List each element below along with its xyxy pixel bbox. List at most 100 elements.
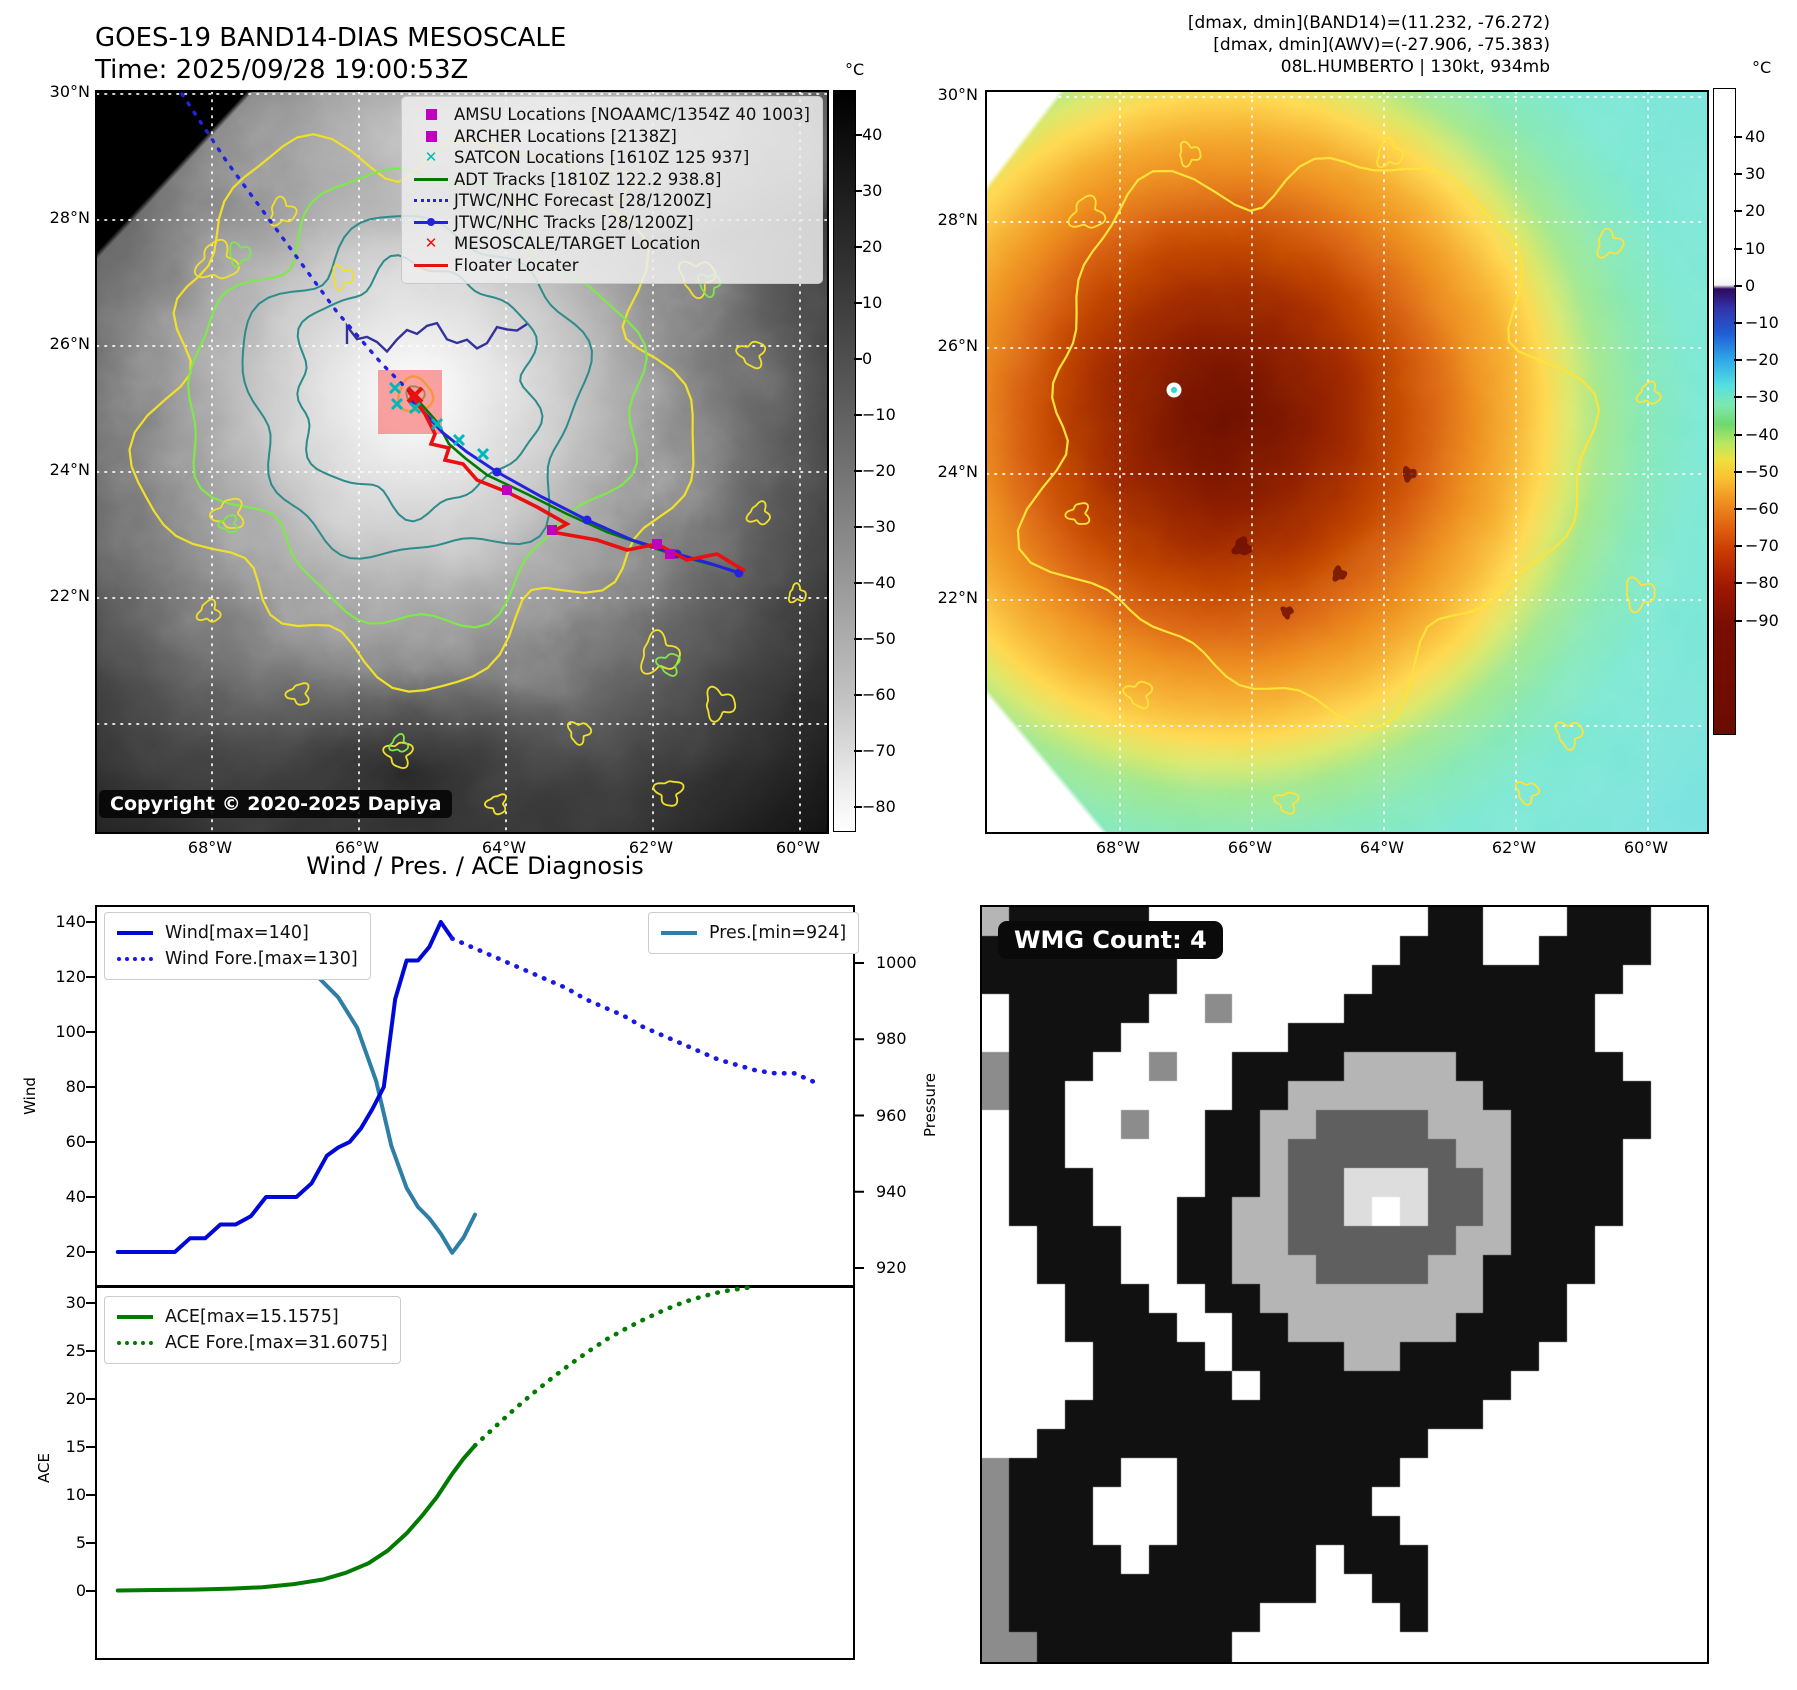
legend-pres: Pres.[min=924] — [648, 912, 860, 954]
x-marker — [452, 433, 466, 447]
colorbar-tick-mark — [1734, 173, 1742, 176]
marker-square — [425, 109, 437, 121]
solid-line-icon — [117, 931, 153, 935]
legend-item-label: Pres.[min=924] — [709, 923, 847, 943]
colorbar-tick-label: 0 — [862, 349, 873, 368]
lon-tick-label: 64°W — [1359, 838, 1405, 857]
line-dot-marker-icon — [408, 218, 454, 227]
ace-tick-label: 15 — [65, 1437, 86, 1456]
colorbar-tick-mark — [854, 358, 862, 360]
colorbar-tick-label: −70 — [1745, 536, 1779, 556]
ir-overlay — [987, 92, 1707, 832]
wmg-grid-image — [982, 907, 1707, 1662]
ace-chart-frame — [95, 1286, 855, 1660]
lon-tick-label: 60°W — [775, 838, 821, 857]
colorbar-tick-label: −40 — [862, 573, 896, 592]
lat-tick-label: 30°N — [49, 82, 90, 101]
marker-line — [414, 177, 449, 181]
legend-item-label: JTWC/NHC Tracks [28/1200Z] — [454, 212, 694, 232]
wmg-panel: WMG Count: 4 — [980, 905, 1709, 1664]
colorbar-tick-label: −90 — [1745, 610, 1779, 630]
contour-speckle — [1122, 680, 1154, 710]
contour-speckle — [655, 653, 681, 677]
contour-speckle — [332, 264, 355, 291]
lat-tick-label: 22°N — [49, 586, 90, 605]
contour-speckle — [567, 721, 593, 746]
floater-track — [407, 390, 746, 573]
legend-item-label: ACE Fore.[max=31.6075] — [165, 1333, 388, 1353]
colorbar-tick-mark — [1734, 619, 1742, 622]
marker-square — [425, 130, 437, 142]
colorbar-tick-mark — [854, 582, 862, 584]
legend-item: ACE Fore.[max=31.6075] — [117, 1330, 388, 1356]
legend-item-label: ARCHER Locations [2138Z] — [454, 126, 677, 146]
colorbar-tick-mark — [854, 694, 862, 696]
copyright-badge: Copyright © 2020-2025 Dapiya — [99, 790, 453, 818]
x-marker-icon: ✕ — [408, 150, 454, 165]
colorbar-tick-mark — [1734, 545, 1742, 548]
adt-track — [414, 396, 736, 573]
Wind Fore.[max=130] — [449, 936, 816, 1084]
ir-colorbar-unit: °C — [1752, 58, 1772, 77]
legend-item-label: Wind Fore.[max=130] — [165, 949, 358, 969]
colorbar-tick-label: −80 — [862, 797, 896, 816]
colorbar-tick-label: −30 — [1745, 387, 1779, 407]
chart-title: Wind / Pres. / ACE Diagnosis — [306, 852, 644, 880]
contour-speckle — [1376, 137, 1404, 169]
marker-line — [414, 263, 449, 267]
ace-tick-label: 30 — [65, 1293, 86, 1312]
contour-speckle — [745, 500, 771, 526]
contour-speckle — [705, 685, 737, 723]
colorbar-tick-mark — [854, 750, 862, 752]
map-legend-box: AMSU Locations [NOAAMC/1354Z 40 1003] ARC… — [401, 96, 823, 284]
contour-speckle — [652, 780, 685, 807]
colorbar-tick-label: −70 — [862, 741, 896, 760]
legend-item: Floater Locater — [408, 255, 810, 277]
pres-tick-label: 940 — [876, 1181, 907, 1201]
legend-item: ADT Tracks [1810Z 122.2 938.8] — [408, 169, 810, 191]
ACE[max=15.1575] — [115, 1443, 477, 1593]
header-storm-info: 08L.HUMBERTO | 130kt, 934mb — [1280, 57, 1550, 77]
goes19-map: AMSU Locations [NOAAMC/1354Z 40 1003] ARC… — [95, 90, 829, 834]
colorbar-tick-mark — [854, 134, 862, 136]
wind-tick-label: 40 — [65, 1187, 86, 1206]
marker-dot — [427, 218, 436, 227]
wind-axis-label: Wind — [21, 1077, 39, 1115]
legend-item-label: AMSU Locations [NOAAMC/1354Z 40 1003] — [454, 105, 810, 125]
pres-tick-label: 1000 — [876, 953, 917, 972]
marker-x: ✕ — [424, 148, 438, 167]
lat-tick-label: 22°N — [937, 588, 978, 607]
header-dmax-band14: [dmax, dmin](BAND14)=(11.232, -76.272) — [1187, 13, 1550, 33]
solid-line-icon — [661, 931, 697, 935]
colorbar-tick-label: 0 — [1745, 275, 1756, 295]
lon-tick-label: 68°W — [187, 838, 233, 857]
pres-tick-label: 960 — [876, 1105, 907, 1125]
colorbar-tick-label: −10 — [1745, 313, 1779, 332]
legend-item-label: ACE[max=15.1575] — [165, 1307, 339, 1327]
pressure-axis-label: Pressure — [921, 1072, 939, 1138]
lat-tick-label: 24°N — [49, 460, 90, 479]
marker-x: ✕ — [424, 234, 438, 253]
lat-tick-label: 28°N — [49, 208, 90, 227]
amsu-marker — [547, 525, 557, 535]
line-marker-icon — [408, 263, 454, 267]
ace-tick-label: 25 — [65, 1341, 86, 1360]
lon-tick-label: 68°W — [1095, 838, 1141, 857]
cold-blob — [1332, 565, 1348, 582]
legend-item-label: Wind[max=140] — [165, 923, 309, 943]
colorbar-tick-mark — [854, 190, 862, 192]
lon-tick-label: 60°W — [1623, 838, 1669, 857]
cold-blob — [1231, 536, 1253, 556]
contour-speckle — [483, 793, 507, 816]
colorbar-tick-label: 10 — [1745, 238, 1766, 258]
goes19-title-line1: GOES-19 BAND14-DIAS MESOSCALE — [95, 23, 567, 53]
legend-item: Wind[max=140] — [117, 920, 358, 946]
legend-item-label: JTWC/NHC Forecast [28/1200Z] — [454, 191, 712, 211]
ace-tick-label: 0 — [75, 1581, 86, 1600]
colorbar-tick-label: −40 — [1745, 424, 1779, 444]
amsu-marker — [665, 549, 675, 559]
legend-item: Wind Fore.[max=130] — [117, 946, 358, 972]
colorbar-tick-mark — [854, 526, 862, 528]
colorbar-tick-mark — [854, 414, 862, 416]
legend-item: JTWC/NHC Tracks [28/1200Z] — [408, 212, 810, 234]
